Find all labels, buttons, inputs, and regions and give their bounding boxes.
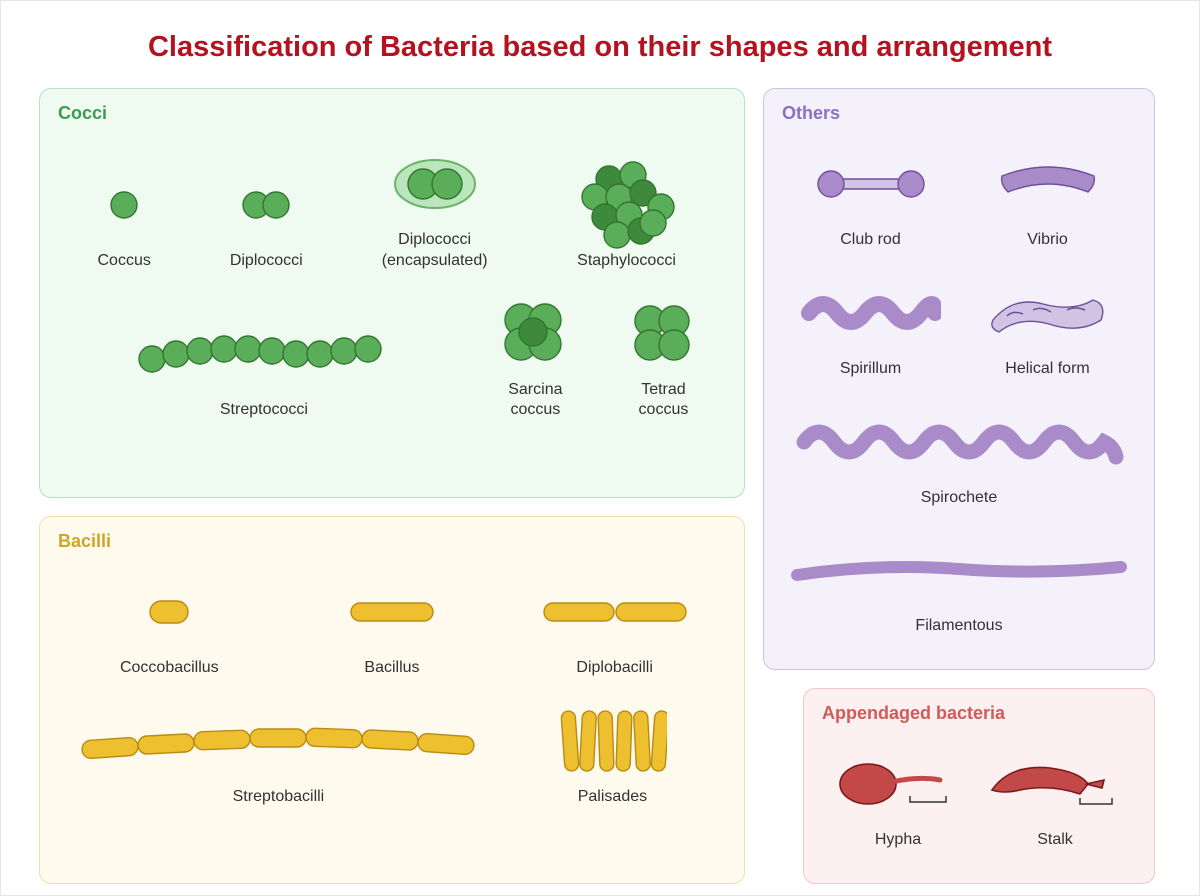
label-stalk: Stalk [1037,830,1073,851]
item-coccus: Coccus [97,165,150,272]
shape-vibrio [988,144,1108,224]
shape-helical [983,273,1113,353]
label-hypha: Hypha [875,830,921,851]
panel-appendaged-title: Appendaged bacteria [822,703,1136,724]
label-coccobacillus: Coccobacillus [120,658,219,679]
shape-tetrad [626,294,700,374]
item-diplococci: Diplococci [230,165,303,272]
shape-coccobacillus [144,572,194,652]
item-staphylococci: Staphylococci [567,165,687,272]
shape-spirillum [801,273,941,353]
item-club-rod: Club rod [793,144,949,251]
panel-others: Others Club rod [763,88,1155,670]
shape-staphylococci [567,165,687,245]
shape-diplobacilli [540,572,690,652]
shape-sarcina [495,294,575,374]
item-diplobacilli: Diplobacilli [521,572,708,679]
item-spirochete: Spirochete [789,402,1129,509]
item-bacillus: Bacillus [298,572,485,679]
shape-coccus [104,165,144,245]
item-spirillum: Spirillum [793,273,949,380]
label-staphylococci: Staphylococci [577,251,676,272]
item-helical: Helical form [970,273,1126,380]
page-title: Classification of Bacteria based on thei… [39,31,1161,64]
panel-others-title: Others [782,103,1136,124]
label-streptobacilli: Streptobacilli [233,787,325,808]
item-filamentous: Filamentous [789,530,1129,637]
label-spirillum: Spirillum [840,359,901,380]
shape-streptococci [134,314,394,394]
label-spirochete: Spirochete [921,488,998,509]
shape-diplococci-encapsulated [390,144,480,224]
item-streptococci: Streptococci [84,314,445,421]
panel-appendaged: Appendaged bacteria Hypha [803,688,1155,884]
shape-spirochete [794,402,1124,482]
item-tetrad: Tetradcoccus [626,294,700,422]
item-hypha: Hypha [828,744,968,851]
panels-grid: Cocci Coccus Diplococci [39,88,1161,884]
shape-palisades [557,701,667,781]
item-sarcina: Sarcinacoccus [495,294,575,422]
panel-bacilli-title: Bacilli [58,531,726,552]
label-coccus: Coccus [97,251,150,272]
label-helical: Helical form [1005,359,1089,380]
shape-bacillus [347,572,437,652]
label-palisades: Palisades [578,787,647,808]
panel-bacilli: Bacilli Coccobacillus Bacillus [39,516,745,884]
item-vibrio: Vibrio [970,144,1126,251]
label-vibrio: Vibrio [1027,230,1068,251]
label-diplococci: Diplococci [230,251,303,272]
label-diplobacilli: Diplobacilli [576,658,652,679]
shape-club-rod [811,144,931,224]
label-club-rod: Club rod [840,230,900,251]
item-palisades: Palisades [519,701,706,808]
label-bacillus: Bacillus [364,658,419,679]
label-sarcina: Sarcinacoccus [508,380,562,422]
item-coccobacillus: Coccobacillus [76,572,263,679]
label-filamentous: Filamentous [915,616,1002,637]
item-stalk: Stalk [980,744,1130,851]
panel-cocci-title: Cocci [58,103,726,124]
shape-streptobacilli [78,701,478,781]
shape-filamentous [789,530,1129,610]
item-diplococci-encapsulated: Diplococci(encapsulated) [382,144,488,272]
shape-hypha [828,744,968,824]
label-tetrad: Tetradcoccus [639,380,689,422]
item-streptobacilli: Streptobacilli [78,701,479,808]
panel-cocci: Cocci Coccus Diplococci [39,88,745,498]
shape-stalk [980,744,1130,824]
label-diplococci-encapsulated: Diplococci(encapsulated) [382,230,488,272]
shape-diplococci [238,165,294,245]
label-streptococci: Streptococci [220,400,308,421]
